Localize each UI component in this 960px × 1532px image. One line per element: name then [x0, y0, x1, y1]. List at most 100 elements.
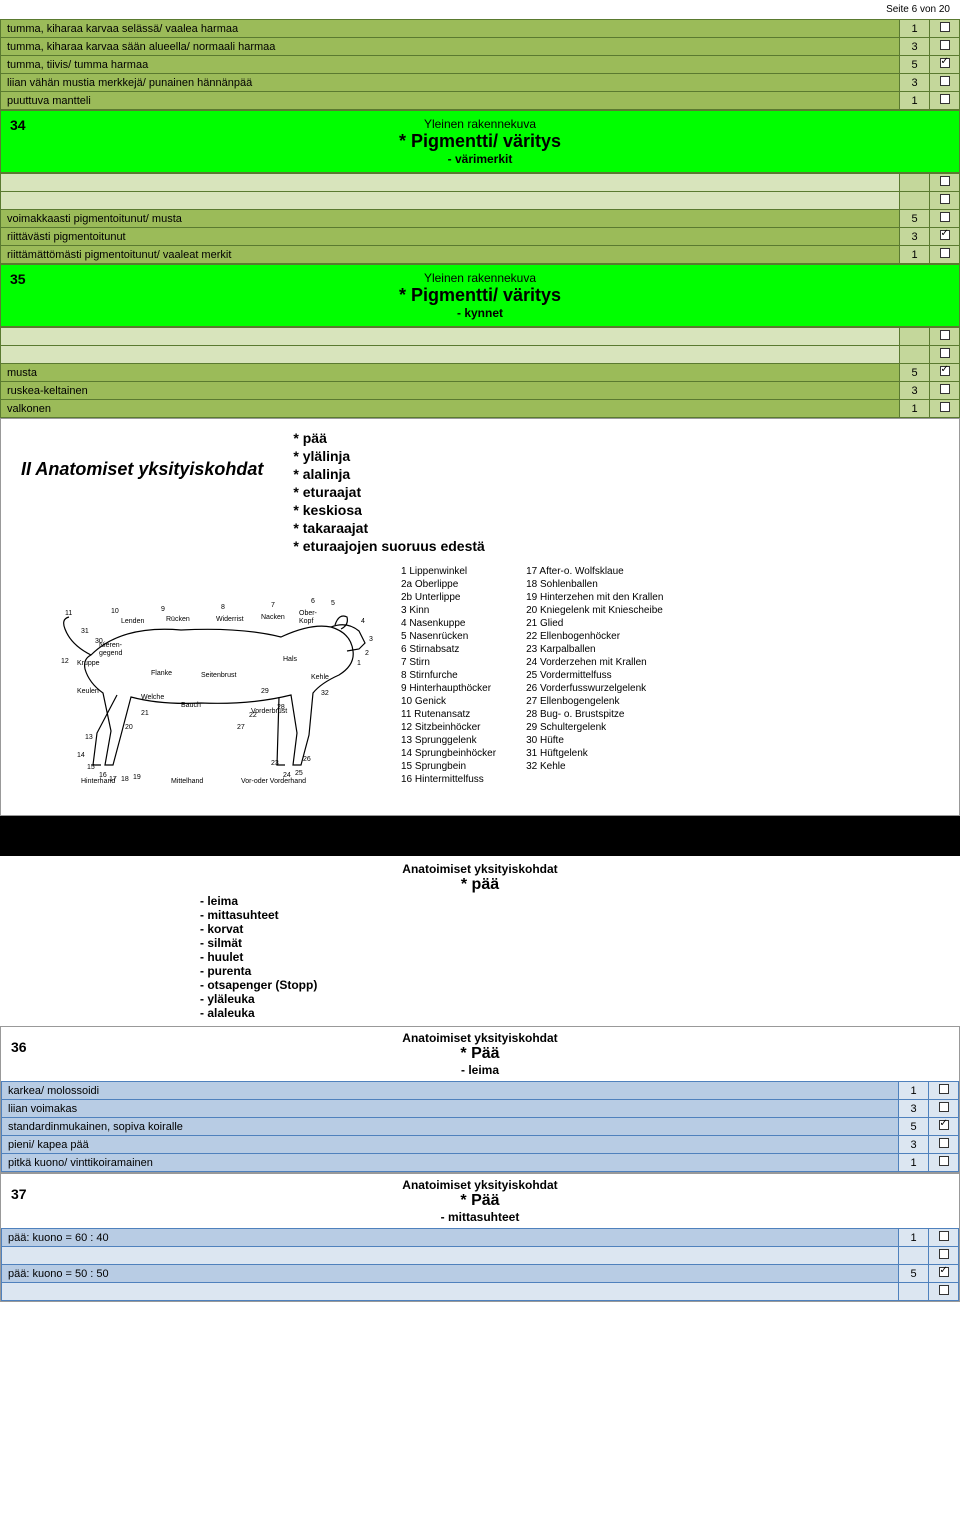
row-score: 5	[900, 364, 930, 382]
svg-text:18: 18	[121, 776, 129, 783]
row-score: 1	[899, 1229, 929, 1247]
svg-text:gegend: gegend	[99, 650, 122, 657]
svg-text:Kopf: Kopf	[299, 618, 313, 625]
section-title: * Pigmentti/ väritys	[11, 285, 949, 306]
row-score: 3	[899, 1100, 929, 1118]
subsection-item: - mittasuhteet	[200, 908, 960, 922]
checkbox-icon[interactable]	[940, 40, 950, 50]
legend-item: 14 Sprungbeinhöcker	[401, 747, 496, 760]
svg-text:27: 27	[237, 724, 245, 731]
row-checkbox-cell	[929, 1118, 959, 1136]
checkbox-icon[interactable]	[940, 366, 950, 376]
checkbox-icon[interactable]	[940, 76, 950, 86]
svg-text:Flanke: Flanke	[151, 670, 172, 677]
subsection-item: - korvat	[200, 922, 960, 936]
row-label: puuttuva mantteli	[1, 92, 900, 110]
anatomy-item: * pää	[293, 429, 484, 447]
section-title: * Pää	[5, 1045, 955, 1063]
checkbox-icon[interactable]	[939, 1231, 949, 1241]
checkbox-icon[interactable]	[939, 1267, 949, 1277]
legend-item: 16 Hintermittelfuss	[401, 773, 496, 786]
svg-text:Kehle: Kehle	[311, 674, 329, 681]
checkbox-icon[interactable]	[940, 248, 950, 258]
row-label: tumma, tiivis/ tumma harmaa	[1, 56, 900, 74]
anatomy-item: * alalinja	[293, 465, 484, 483]
section-subtitle: - värimerkit	[11, 152, 949, 166]
svg-text:2: 2	[365, 650, 369, 657]
checkbox-icon[interactable]	[940, 330, 950, 340]
checkbox-icon[interactable]	[939, 1102, 949, 1112]
row-score: 3	[900, 228, 930, 246]
row-label: tumma, kiharaa karvaa selässä/ vaalea ha…	[1, 20, 900, 38]
row-label: pää: kuono = 60 : 40	[2, 1229, 899, 1247]
legend-item: 9 Hinterhaupthöcker	[401, 682, 496, 695]
legend-item: 1 Lippenwinkel	[401, 565, 496, 578]
checkbox-icon[interactable]	[940, 176, 950, 186]
row-checkbox-cell	[930, 400, 960, 418]
row-checkbox-cell	[930, 174, 960, 192]
checkbox-icon[interactable]	[940, 402, 950, 412]
anatomy-heading: II Anatomiset yksityiskohdat	[21, 429, 263, 555]
row-label: liian vähän mustia merkkejä/ punainen hä…	[1, 74, 900, 92]
svg-text:7: 7	[271, 602, 275, 609]
subsection-item: - yläleuka	[200, 992, 960, 1006]
legend-item: 25 Vordermittelfuss	[526, 669, 663, 682]
svg-text:Hals: Hals	[283, 656, 298, 663]
checkbox-icon[interactable]	[939, 1120, 949, 1130]
svg-text:19: 19	[133, 774, 141, 781]
svg-text:Vor-oder Vorderhand: Vor-oder Vorderhand	[241, 778, 306, 785]
anatomy-item: * eturaajojen suoruus edestä	[293, 537, 484, 555]
row-checkbox-cell	[929, 1229, 959, 1247]
svg-text:Nacken: Nacken	[261, 614, 285, 621]
svg-text:5: 5	[331, 600, 335, 607]
legend-item: 26 Vorderfusswurzelgelenk	[526, 682, 663, 695]
subsection-category: Anatoimiset yksityiskohdat	[0, 862, 960, 876]
section-title: * Pää	[5, 1192, 955, 1210]
row-checkbox-cell	[930, 74, 960, 92]
legend-left: 1 Lippenwinkel2a Oberlippe2b Unterlippe3…	[401, 565, 496, 805]
dog-diagram: Lenden Rücken Widerrist Nacken Ober- Kop…	[21, 565, 381, 805]
row-checkbox-cell	[930, 246, 960, 264]
legend-item: 11 Rutenansatz	[401, 708, 496, 721]
svg-text:31: 31	[81, 628, 89, 635]
svg-text:29: 29	[261, 688, 269, 695]
row-checkbox-cell	[929, 1247, 959, 1265]
svg-text:9: 9	[161, 606, 165, 613]
top-color-table: tumma, kiharaa karvaa selässä/ vaalea ha…	[0, 19, 960, 110]
checkbox-icon[interactable]	[940, 230, 950, 240]
legend-item: 24 Vorderzehen mit Krallen	[526, 656, 663, 669]
row-checkbox-cell	[929, 1136, 959, 1154]
checkbox-icon[interactable]	[939, 1084, 949, 1094]
row-label: pää: kuono = 50 : 50	[2, 1265, 899, 1283]
legend-item: 19 Hinterzehen mit den Krallen	[526, 591, 663, 604]
checkbox-icon[interactable]	[940, 94, 950, 104]
svg-text:32: 32	[321, 690, 329, 697]
section-subtitle: - kynnet	[11, 306, 949, 320]
svg-text:21: 21	[141, 710, 149, 717]
legend-item: 7 Stirn	[401, 656, 496, 669]
legend-item: 12 Sitzbeinhöcker	[401, 721, 496, 734]
checkbox-icon[interactable]	[940, 194, 950, 204]
row-score	[900, 174, 930, 192]
section-37: 37 Anatoimiset yksityiskohdat * Pää - mi…	[0, 1173, 960, 1302]
svg-text:Keulen: Keulen	[77, 688, 99, 695]
row-score: 3	[900, 74, 930, 92]
checkbox-icon[interactable]	[939, 1156, 949, 1166]
checkbox-icon[interactable]	[940, 384, 950, 394]
legend-item: 15 Sprungbein	[401, 760, 496, 773]
checkbox-icon[interactable]	[940, 22, 950, 32]
checkbox-icon[interactable]	[940, 348, 950, 358]
checkbox-icon[interactable]	[940, 212, 950, 222]
row-label	[1, 192, 900, 210]
checkbox-icon[interactable]	[939, 1285, 949, 1295]
checkbox-icon[interactable]	[939, 1249, 949, 1259]
checkbox-icon[interactable]	[939, 1138, 949, 1148]
section-subtitle: - mittasuhteet	[5, 1210, 955, 1224]
checkbox-icon[interactable]	[940, 58, 950, 68]
svg-text:6: 6	[311, 598, 315, 605]
svg-text:25: 25	[295, 770, 303, 777]
row-score	[900, 328, 930, 346]
legend-right: 17 After-o. Wolfsklaue18 Sohlenballen19 …	[526, 565, 663, 805]
legend-item: 32 Kehle	[526, 760, 663, 773]
anatomy-item: * ylälinja	[293, 447, 484, 465]
